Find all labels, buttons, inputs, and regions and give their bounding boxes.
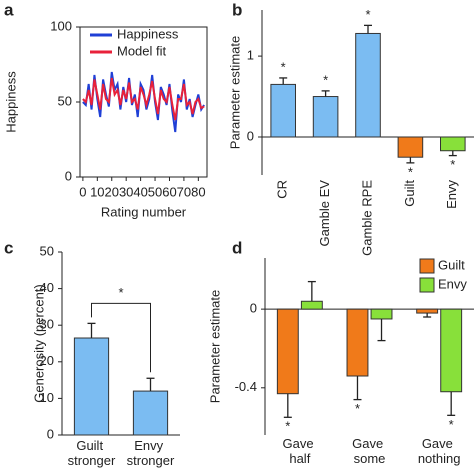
x-tick-label: Guilt	[402, 180, 417, 207]
y-axis-label: Parameter estimate	[227, 36, 242, 149]
y-tick-label: 10	[40, 390, 54, 405]
x-tick-label: 80	[191, 184, 205, 199]
x-tick-label: 0	[79, 184, 86, 199]
x-tick-label: 50	[148, 184, 162, 199]
bar	[73, 337, 110, 436]
line-series	[82, 71, 205, 133]
panel-label: d	[232, 238, 242, 257]
plot-frame	[79, 26, 208, 178]
y-tick-label: 100	[50, 18, 72, 33]
bar	[312, 96, 339, 138]
x-tick-label: 20	[105, 184, 119, 199]
y-tick-label: 40	[40, 280, 54, 295]
y-axis-label: Happiness	[3, 71, 18, 133]
x-tick-label: Gave half	[282, 436, 317, 466]
significance-mark: *	[449, 417, 454, 432]
significance-mark: *	[355, 401, 360, 416]
bar	[132, 390, 169, 436]
bar	[300, 300, 323, 310]
y-tick-label: 0	[247, 128, 254, 143]
x-tick-label: 30	[119, 184, 133, 199]
y-tick-label: 50	[58, 93, 72, 108]
panel-label: b	[232, 0, 242, 19]
significance-mark: *	[365, 7, 370, 22]
x-tick-label: Gamble EV	[317, 180, 332, 247]
y-tick-label: 1	[247, 48, 254, 63]
x-tick-label: Guilt stronger	[68, 438, 116, 468]
x-tick-label: 70	[177, 184, 191, 199]
legend-swatch	[419, 258, 435, 274]
bar	[346, 308, 369, 377]
bar	[440, 136, 466, 152]
x-tick-label: Envy stronger	[127, 438, 175, 468]
significance-mark: *	[285, 419, 290, 434]
x-tick-label: Gave some	[352, 436, 387, 466]
line-series	[82, 77, 205, 121]
y-tick-label: 20	[40, 353, 54, 368]
significance-bracket	[91, 302, 151, 373]
x-tick-label: Gave nothing	[418, 436, 461, 466]
x-tick-label: 40	[133, 184, 147, 199]
y-tick-label: 50	[40, 243, 54, 258]
significance-mark: *	[408, 164, 413, 179]
bar	[370, 308, 393, 320]
bar	[440, 308, 463, 393]
y-tick-label: 0	[65, 168, 72, 183]
bar	[276, 308, 299, 395]
y-tick-label: 0	[47, 426, 54, 441]
significance-mark: *	[323, 72, 328, 87]
y-tick-label: 0	[250, 301, 257, 316]
panel-label: c	[4, 238, 13, 257]
bar	[355, 32, 381, 138]
legend-swatch	[419, 277, 435, 293]
bar	[270, 83, 296, 138]
legend-label: Guilt	[438, 257, 465, 272]
y-tick-label: -0.4	[235, 379, 257, 394]
bar	[416, 308, 439, 314]
x-tick-label: Envy	[444, 180, 459, 209]
x-tick-label: Gamble RPE	[359, 180, 374, 256]
x-tick-label: 10	[90, 184, 104, 199]
significance-mark: *	[281, 59, 286, 74]
significance-mark: *	[450, 157, 455, 172]
y-axis-label: Parameter estimate	[207, 290, 222, 403]
x-axis-label: Rating number	[101, 204, 187, 219]
legend-label: Model fit	[117, 43, 167, 58]
x-tick-label: CR	[275, 180, 290, 199]
legend-label: Happiness	[117, 26, 179, 41]
significance-mark: *	[118, 285, 123, 300]
y-axis-label: Generosity (percent)	[31, 284, 46, 403]
y-tick-label: 30	[40, 317, 54, 332]
panel-label: a	[4, 0, 14, 19]
x-tick-label: 60	[162, 184, 176, 199]
legend-label: Envy	[438, 276, 467, 291]
bar	[397, 136, 424, 158]
